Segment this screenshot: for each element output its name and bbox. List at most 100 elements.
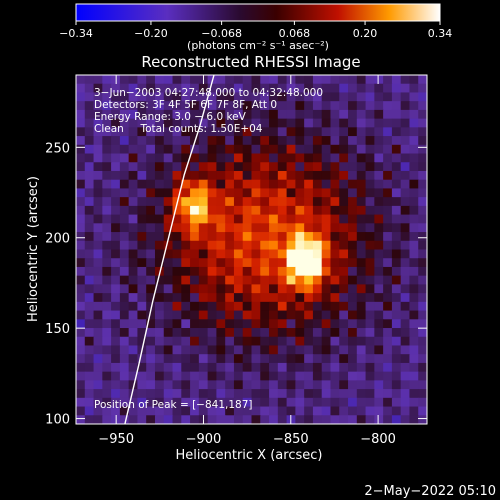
heatmap-cell bbox=[348, 83, 358, 94]
heatmap-cell bbox=[304, 249, 314, 259]
heatmap-cell bbox=[242, 240, 253, 251]
heatmap-cell bbox=[286, 179, 296, 190]
heatmap-cell bbox=[181, 223, 191, 233]
heatmap-cell bbox=[93, 136, 103, 146]
heatmap-cell bbox=[269, 240, 279, 251]
heatmap-cell bbox=[409, 275, 419, 285]
heatmap-cell bbox=[251, 328, 261, 338]
heatmap-cell bbox=[172, 179, 182, 190]
heatmap-cell bbox=[409, 101, 419, 111]
heatmap-cell bbox=[374, 328, 384, 338]
heatmap-cell bbox=[339, 345, 349, 355]
heatmap-cell bbox=[76, 153, 86, 163]
heatmap-cell bbox=[330, 162, 340, 172]
heatmap-cell bbox=[207, 328, 218, 338]
heatmap-cell bbox=[295, 354, 305, 364]
heatmap-cell bbox=[286, 118, 296, 128]
heatmap-cell bbox=[119, 354, 130, 364]
heatmap-cell bbox=[128, 249, 139, 259]
heatmap-cell bbox=[154, 75, 165, 85]
heatmap-cell bbox=[321, 415, 332, 424]
heatmap-cell bbox=[225, 136, 235, 146]
heatmap-cell bbox=[207, 170, 218, 181]
heatmap-cell bbox=[348, 284, 358, 294]
heatmap-cell bbox=[365, 118, 375, 128]
heatmap-cell bbox=[391, 232, 402, 242]
heatmap-cell bbox=[295, 170, 305, 181]
heatmap-cell bbox=[190, 293, 200, 303]
heatmap-cell bbox=[348, 214, 358, 224]
heatmap-cell bbox=[102, 389, 112, 399]
heatmap-cell bbox=[260, 362, 270, 373]
heatmap-cell bbox=[295, 310, 305, 320]
heatmap-cell bbox=[225, 162, 235, 172]
heatmap-cell bbox=[374, 109, 384, 120]
heatmap-cell bbox=[172, 406, 182, 416]
heatmap-cell bbox=[181, 188, 191, 198]
heatmap-cell bbox=[190, 144, 200, 155]
x-tick-label: −800 bbox=[360, 432, 396, 447]
heatmap-cell bbox=[93, 92, 103, 102]
heatmap-cell bbox=[128, 362, 139, 373]
heatmap-cell bbox=[260, 127, 270, 137]
heatmap-cell bbox=[181, 293, 191, 303]
heatmap-cell bbox=[330, 170, 340, 181]
annotation-clean-counts: Clean Total counts: 1.50E+04 bbox=[94, 123, 263, 135]
heatmap-cell bbox=[365, 284, 375, 294]
heatmap-cell bbox=[383, 362, 393, 373]
heatmap-cell bbox=[374, 240, 384, 251]
heatmap-cell bbox=[154, 205, 165, 216]
heatmap-cell bbox=[391, 75, 402, 85]
heatmap-cell bbox=[356, 362, 367, 373]
heatmap-cell bbox=[400, 371, 411, 381]
heatmap-cell bbox=[295, 179, 305, 190]
y-tick-label: 100 bbox=[45, 413, 70, 428]
heatmap-cell bbox=[154, 345, 165, 355]
heatmap-cell bbox=[348, 136, 358, 146]
heatmap-cell bbox=[119, 397, 130, 408]
heatmap-cell bbox=[163, 162, 174, 172]
heatmap-cell bbox=[260, 223, 270, 233]
heatmap-cell bbox=[181, 240, 191, 251]
heatmap-cell bbox=[93, 162, 103, 172]
heatmap-cell bbox=[269, 371, 279, 381]
heatmap-cell bbox=[391, 415, 402, 424]
heatmap-cell bbox=[225, 127, 235, 137]
heatmap-cell bbox=[391, 109, 402, 120]
heatmap-cell bbox=[242, 406, 253, 416]
heatmap-cell bbox=[277, 319, 288, 329]
heatmap-cell bbox=[374, 293, 384, 303]
heatmap-cell bbox=[163, 75, 174, 85]
heatmap-cell bbox=[111, 310, 121, 320]
heatmap-cell bbox=[93, 328, 103, 338]
heatmap-cell bbox=[93, 310, 103, 320]
heatmap-cell bbox=[356, 136, 367, 146]
heatmap-cell bbox=[321, 179, 332, 190]
heatmap-cell bbox=[400, 406, 411, 416]
heatmap-cell bbox=[225, 284, 235, 294]
heatmap-cell bbox=[348, 118, 358, 128]
heatmap-cell bbox=[225, 83, 235, 94]
heatmap-cell bbox=[172, 389, 182, 399]
heatmap-cell bbox=[102, 118, 112, 128]
heatmap-cell bbox=[321, 144, 332, 155]
heatmap-cell bbox=[102, 136, 112, 146]
heatmap-cell bbox=[295, 266, 305, 277]
heatmap-cell bbox=[216, 258, 226, 268]
heatmap-cell bbox=[391, 223, 402, 233]
heatmap-cell bbox=[216, 144, 226, 155]
heatmap-cell bbox=[198, 284, 209, 294]
heatmap-cell bbox=[321, 153, 332, 163]
heatmap-cell bbox=[84, 162, 95, 172]
heatmap-cell bbox=[128, 310, 139, 320]
heatmap-cell bbox=[277, 310, 288, 320]
heatmap-cell bbox=[400, 170, 411, 181]
heatmap-cell bbox=[286, 188, 296, 198]
heatmap-cell bbox=[383, 284, 393, 294]
heatmap-cell bbox=[260, 249, 270, 259]
heatmap-cell bbox=[260, 188, 270, 198]
heatmap-cell bbox=[181, 284, 191, 294]
heatmap-cell bbox=[374, 136, 384, 146]
heatmap-cell bbox=[295, 101, 305, 111]
heatmap-cell bbox=[409, 223, 419, 233]
